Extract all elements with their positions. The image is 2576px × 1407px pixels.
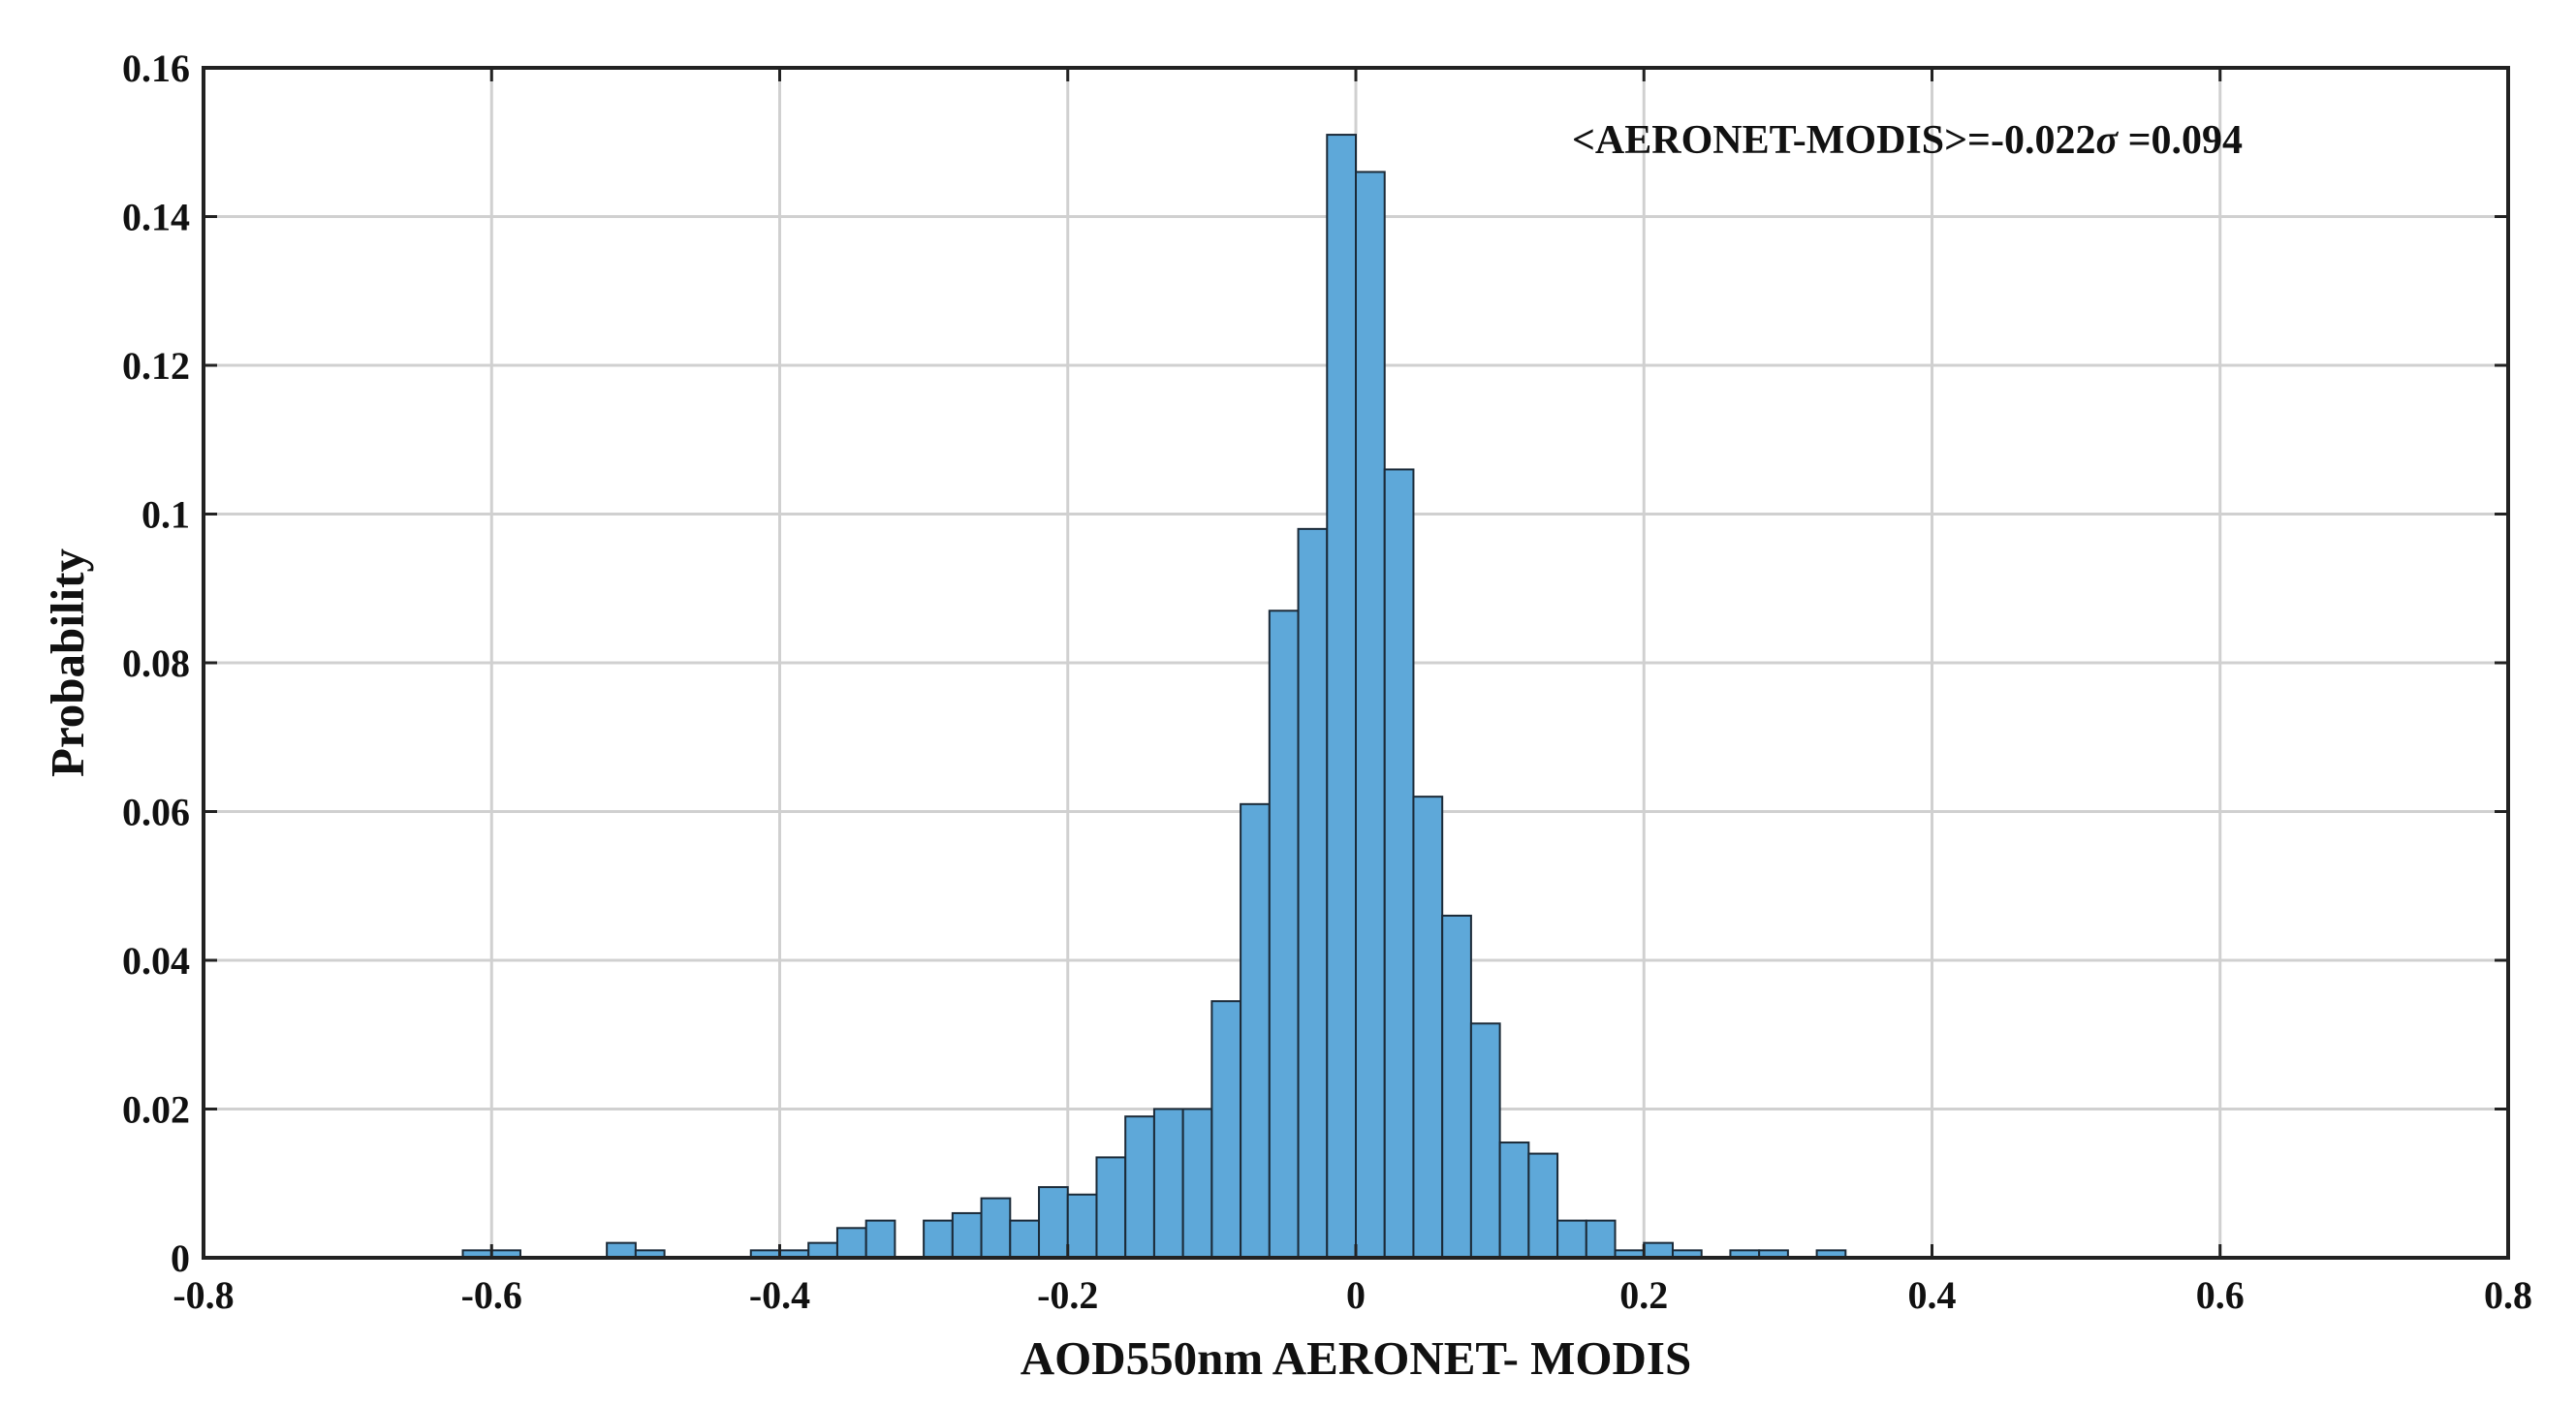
y-tick-label: 0.06 bbox=[122, 791, 190, 834]
histogram-bar bbox=[923, 1219, 954, 1259]
plot-frame bbox=[202, 66, 2510, 1260]
histogram-bar bbox=[1038, 1186, 1069, 1260]
histogram-bar bbox=[1240, 802, 1271, 1259]
x-tick-label: 0 bbox=[1346, 1273, 1366, 1317]
histogram-bar bbox=[1527, 1152, 1559, 1260]
histogram-bar bbox=[1066, 1193, 1098, 1259]
histogram-bar bbox=[1556, 1219, 1587, 1259]
histogram-bar bbox=[1009, 1219, 1041, 1259]
histogram-bar bbox=[1585, 1219, 1617, 1259]
histogram-bar bbox=[1441, 914, 1472, 1259]
x-tick-labels: -0.8 -0.6 -0.4 -0.2 0 0.2 0.4 0.6 0.8 bbox=[173, 1273, 2532, 1317]
x-tick-label: 0.6 bbox=[2196, 1273, 2245, 1317]
histogram-bar bbox=[864, 1219, 896, 1259]
y-tick-label: 0.16 bbox=[122, 47, 190, 90]
histogram-bar bbox=[1469, 1022, 1501, 1260]
histogram-bar bbox=[1095, 1156, 1127, 1259]
histogram-bar bbox=[1326, 134, 1358, 1260]
histogram-bar bbox=[606, 1241, 637, 1260]
histogram-bar bbox=[1124, 1115, 1155, 1260]
x-tick-label: 0.2 bbox=[1619, 1273, 1668, 1317]
histogram-bar bbox=[1643, 1241, 1674, 1260]
histogram-bar bbox=[980, 1197, 1012, 1259]
histogram-bar bbox=[1152, 1108, 1184, 1259]
y-tick-label: 0.08 bbox=[122, 641, 190, 685]
histogram-bar bbox=[807, 1241, 838, 1260]
y-tick-label: 0.02 bbox=[122, 1088, 190, 1132]
y-tick-label: 0.1 bbox=[141, 493, 190, 537]
annotation-sigma-symbol: σ bbox=[2095, 118, 2119, 163]
x-tick-label: -0.8 bbox=[173, 1273, 234, 1317]
y-axis-label: Probability bbox=[41, 548, 94, 777]
histogram-bar bbox=[951, 1211, 983, 1259]
annotation-sigma-value: =0.094 bbox=[2118, 118, 2243, 163]
histogram-bar bbox=[1297, 527, 1329, 1259]
histogram-bar bbox=[1181, 1108, 1213, 1259]
histogram-bar bbox=[1210, 1000, 1242, 1260]
histogram-bar bbox=[1498, 1141, 1530, 1259]
histogram-bar bbox=[1268, 610, 1300, 1259]
x-tick-label: 0.4 bbox=[1908, 1273, 1957, 1317]
x-axis-label: AOD550nm AERONET- MODIS bbox=[1021, 1331, 1691, 1385]
x-tick-label: 0.8 bbox=[2484, 1273, 2532, 1317]
y-tick-label: 0.04 bbox=[122, 939, 190, 983]
x-tick-label: -0.4 bbox=[749, 1273, 810, 1317]
histogram-bar bbox=[835, 1227, 867, 1260]
histogram-bar bbox=[1412, 796, 1444, 1260]
x-tick-label: -0.6 bbox=[461, 1273, 522, 1317]
stats-annotation: <AERONET-MODIS>=-0.022σ =0.094 bbox=[1572, 118, 2243, 163]
histogram-bar bbox=[1383, 468, 1415, 1259]
y-tick-label: 0 bbox=[171, 1236, 190, 1280]
annotation-mean: <AERONET-MODIS>=-0.022 bbox=[1572, 118, 2095, 163]
y-tick-label: 0.12 bbox=[122, 344, 190, 388]
y-tick-labels: 0 0.02 0.04 0.06 0.08 0.1 0.12 0.14 0.16 bbox=[122, 47, 190, 1280]
x-tick-label: -0.2 bbox=[1037, 1273, 1098, 1317]
histogram-bar bbox=[1355, 171, 1386, 1260]
y-tick-label: 0.14 bbox=[122, 196, 190, 239]
